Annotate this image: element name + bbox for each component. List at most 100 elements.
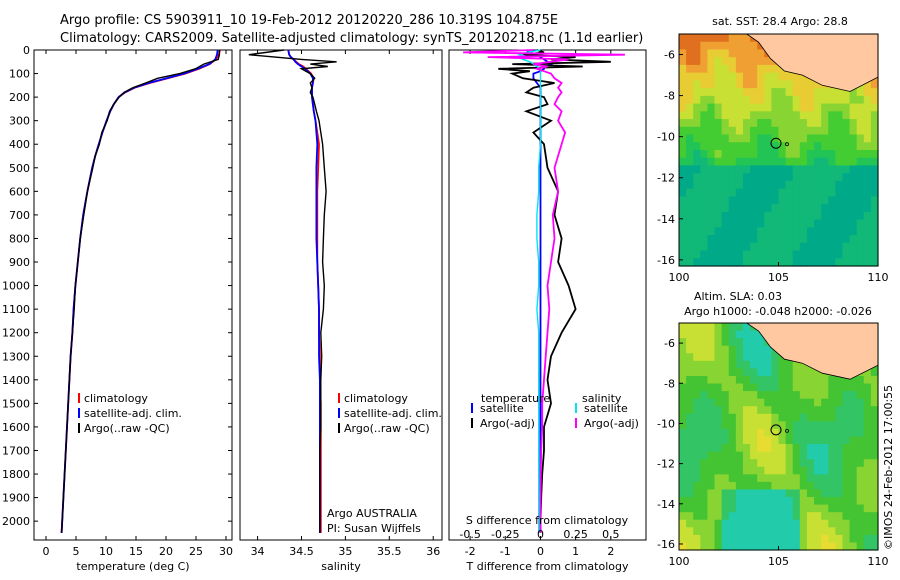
map-cell <box>714 413 723 422</box>
map-cell <box>686 466 694 475</box>
map-cell <box>735 258 744 267</box>
map-cell <box>686 489 694 498</box>
map-cell <box>707 34 716 43</box>
map-cell <box>821 235 829 244</box>
map-cell <box>821 512 829 521</box>
map-cell <box>700 49 709 58</box>
map-cell <box>728 504 737 513</box>
y-tick-label: 1300 <box>2 350 30 363</box>
map-cell <box>792 421 801 430</box>
map-cell <box>757 250 765 259</box>
map-cell <box>870 375 879 385</box>
map-cell <box>686 497 694 506</box>
map-cell <box>806 165 815 174</box>
map-cell <box>842 421 851 430</box>
map-cell <box>707 368 716 377</box>
map-cell <box>863 103 872 112</box>
map-cell <box>686 258 694 267</box>
series-line-satellite-adj-clim- <box>287 49 321 533</box>
map-cell <box>778 157 787 167</box>
map-cell <box>842 497 851 506</box>
map-cell <box>778 219 787 228</box>
map-cell <box>707 258 716 267</box>
y-tick-label: 400 <box>9 138 30 151</box>
map-cell <box>771 436 780 445</box>
map-cell <box>714 150 723 159</box>
map-cell <box>842 519 851 528</box>
map-cell <box>835 242 844 252</box>
map-cell <box>693 34 701 43</box>
map-cell <box>707 527 716 536</box>
map-cell <box>742 421 751 430</box>
map-cell <box>806 188 815 197</box>
map-cell <box>693 227 701 236</box>
map-cell <box>870 519 879 528</box>
map-cell <box>750 466 758 475</box>
map-cell <box>750 180 758 190</box>
map-cell <box>842 391 851 400</box>
map-cell <box>792 466 801 475</box>
map-cell <box>828 180 836 190</box>
map-cell <box>842 204 851 213</box>
map-cell <box>821 188 829 197</box>
map-cell <box>679 345 687 354</box>
map-cell <box>714 421 723 430</box>
map-cell <box>778 180 787 190</box>
map-cell <box>735 375 744 385</box>
map-cell <box>814 466 822 475</box>
map-cell <box>686 219 694 228</box>
map-cell <box>764 157 772 167</box>
map-cell <box>742 375 751 385</box>
map-cell <box>714 196 723 205</box>
map-cell <box>785 444 794 453</box>
map-cell <box>771 250 780 259</box>
map-cell <box>721 527 730 536</box>
map-cell <box>757 80 765 89</box>
map-cell <box>750 345 758 354</box>
map-cell <box>764 80 772 89</box>
map-cell <box>757 72 765 81</box>
map-cell <box>792 527 801 536</box>
map-cell <box>771 64 780 74</box>
y-tick-label: 0 <box>23 44 30 57</box>
map-cell <box>785 474 794 483</box>
map-cell <box>828 527 836 536</box>
map-cell <box>750 519 758 528</box>
map-cell <box>778 444 787 453</box>
map-cell <box>792 142 801 151</box>
map-cell <box>735 406 744 415</box>
map-cell <box>814 459 822 468</box>
map-cell <box>842 474 851 483</box>
map-cell <box>835 235 844 244</box>
map-cell <box>735 323 744 332</box>
map-cell <box>686 157 694 167</box>
map-cell <box>764 519 772 528</box>
map-cell <box>728 219 737 228</box>
map-cell <box>806 497 815 506</box>
map-cell <box>771 95 780 105</box>
map-cell <box>728 95 737 105</box>
map-cell <box>821 119 829 128</box>
map-cell <box>799 481 808 491</box>
map-cell <box>870 421 879 430</box>
salinity-frame <box>239 49 443 541</box>
map-cell <box>771 375 780 385</box>
map-cell <box>686 519 694 528</box>
map-cell <box>700 504 709 513</box>
map-cell <box>785 219 794 228</box>
map-cell <box>842 406 851 415</box>
map-cell <box>721 375 730 385</box>
map-cell <box>707 519 716 528</box>
map-cell <box>686 474 694 483</box>
map-cell <box>828 134 836 143</box>
map-cell <box>728 49 737 58</box>
map-cell <box>814 504 822 513</box>
map-cell <box>735 497 744 506</box>
map-cell <box>721 242 730 252</box>
map-cell <box>750 436 758 445</box>
map-cell <box>778 519 787 528</box>
map-cell <box>757 204 765 213</box>
map-cell <box>700 103 709 112</box>
